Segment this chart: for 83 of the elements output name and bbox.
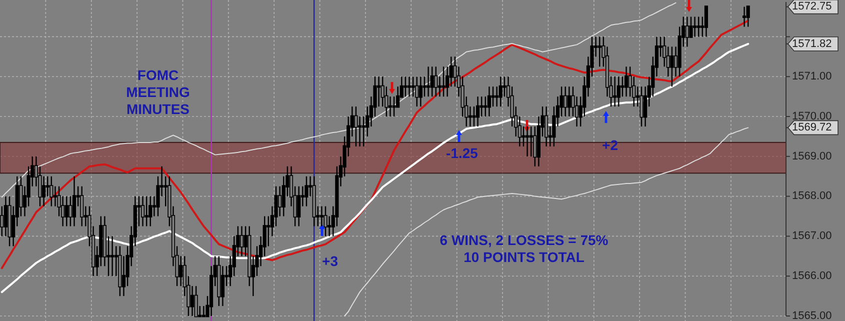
- candlestick: [472, 106, 476, 128]
- candlestick: [442, 66, 446, 98]
- candlestick: [324, 206, 328, 237]
- candlestick: [19, 176, 23, 217]
- candlestick: [144, 196, 148, 227]
- candlestick: [533, 126, 537, 167]
- candlestick: [64, 196, 68, 227]
- candlestick: [495, 86, 499, 108]
- candlestick: [670, 46, 674, 88]
- y-tick-label: 1572.75: [792, 0, 832, 13]
- candlestick: [564, 86, 568, 118]
- y-tick-label: 1567.00: [792, 230, 832, 242]
- candlestick: [522, 126, 526, 148]
- candlestick: [616, 76, 620, 108]
- candlestick: [179, 256, 183, 287]
- candlestick: [110, 236, 114, 277]
- annotation: +3: [322, 253, 338, 269]
- candlestick: [328, 216, 332, 237]
- line-series: [0, 42, 750, 294]
- candlestick: [696, 16, 700, 38]
- y-tick-label: 1571.82: [792, 38, 832, 50]
- candlestick: [502, 76, 506, 98]
- candlestick: [53, 186, 58, 207]
- candlestick: [415, 76, 419, 108]
- candlestick: [620, 76, 624, 98]
- candlestick: [746, 6, 750, 28]
- candlestick: [404, 76, 408, 98]
- candlestick: [377, 76, 381, 108]
- candlestick: [148, 196, 152, 227]
- candlestick: [640, 86, 644, 128]
- candlestick: [190, 285, 194, 317]
- y-tick-label: 1569.72: [792, 122, 832, 134]
- y-tick-label: 1565.00: [792, 310, 832, 321]
- candlestick: [240, 226, 244, 257]
- candlestick: [426, 66, 430, 98]
- candlestick: [46, 176, 50, 197]
- candlestick: [411, 76, 415, 98]
- candlestick: [42, 176, 46, 207]
- candlestick: [140, 196, 145, 227]
- y-tick-label: 1566.00: [792, 270, 832, 282]
- candlestick: [304, 176, 308, 207]
- candlestick: [685, 16, 689, 48]
- line-series: [0, 20, 750, 270]
- candlestick: [438, 76, 442, 98]
- y-tick-label: 1570.00: [792, 110, 832, 122]
- candlestick: [80, 186, 84, 227]
- candlestick: [422, 76, 426, 98]
- candlestick: [544, 106, 548, 148]
- candlestick: [491, 86, 495, 108]
- candlestick: [742, 6, 746, 28]
- candlestick: [278, 186, 282, 217]
- candlestick: [598, 36, 602, 68]
- line-series: [344, 127, 749, 316]
- candlestick: [613, 76, 617, 108]
- annotation: 6 WINS, 2 LOSSES = 75% 10 POINTS TOTAL: [440, 232, 609, 265]
- candlestick: [692, 16, 697, 38]
- y-tick-label: 1568.00: [792, 190, 832, 202]
- y-tick-label: 1571.00: [792, 70, 832, 83]
- candlestick: [407, 76, 412, 98]
- candlestick: [498, 76, 502, 108]
- candlestick: [266, 216, 270, 247]
- candlestick: [392, 96, 396, 118]
- annotation: -1.25: [446, 145, 478, 161]
- candlestick: [418, 76, 422, 108]
- candlestick: [689, 16, 693, 38]
- candlestick: [430, 66, 434, 98]
- annotation: FOMC MEETING MINUTES: [126, 67, 190, 117]
- candlestick: [704, 6, 708, 38]
- candlestick: [476, 96, 480, 128]
- candlestick: [354, 106, 358, 148]
- candlestick: [68, 196, 72, 227]
- candlestick: [297, 186, 301, 227]
- candlestick: [220, 266, 225, 307]
- candlestick: [50, 176, 54, 207]
- candlestick: [487, 86, 492, 118]
- line-series: [1, 2, 676, 198]
- candlestick: [567, 86, 571, 118]
- candlestick: [72, 176, 76, 227]
- candlestick: [4, 196, 8, 237]
- y-tick-label: 1569.00: [792, 150, 832, 162]
- candlestick: [194, 285, 198, 318]
- candlestick: [434, 66, 438, 98]
- candlestick: [624, 66, 628, 98]
